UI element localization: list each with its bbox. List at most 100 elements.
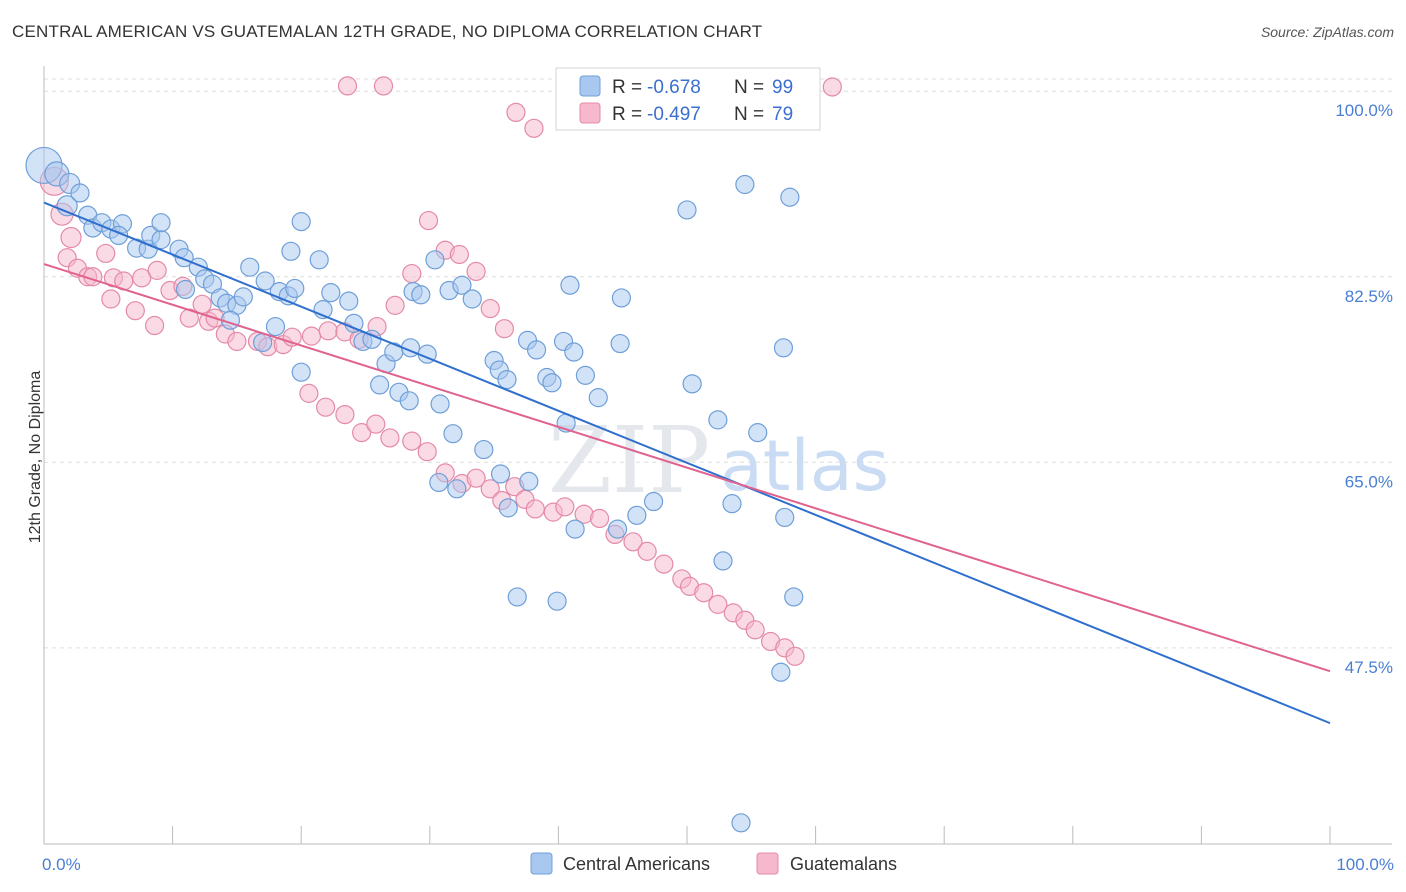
y-tick-label: 65.0% (1345, 472, 1393, 491)
point-pink (366, 414, 386, 434)
point-blue (784, 587, 804, 607)
series-label-guatemalans: Guatemalans (790, 854, 897, 874)
point-pink (144, 315, 165, 336)
point-blue (722, 494, 742, 514)
x-tick-label-right: 100.0% (1336, 855, 1394, 874)
point-blue (735, 174, 755, 195)
point-blue (498, 498, 518, 518)
point-blue (429, 472, 449, 493)
point-blue (713, 551, 733, 571)
point-pink (822, 77, 842, 97)
point-blue (474, 439, 494, 460)
point-pink (623, 532, 643, 552)
point-blue (748, 423, 768, 443)
point-blue (240, 257, 260, 277)
point-blue (588, 388, 608, 408)
legend-r-value-blue: -0.678 (647, 77, 701, 98)
point-pink (694, 583, 714, 603)
point-blue (70, 183, 90, 203)
point-blue (682, 374, 702, 394)
point-pink (785, 646, 805, 666)
point-pink (227, 331, 247, 352)
point-pink (352, 423, 372, 443)
point-pink (417, 442, 437, 462)
point-pink (316, 397, 336, 417)
point-pink (524, 118, 544, 138)
point-blue (430, 394, 450, 414)
point-blue (462, 289, 482, 309)
y-tick-label: 47.5% (1345, 658, 1393, 677)
source-label: Source: ZipAtlas.com (1260, 24, 1394, 40)
x-tick-label-left: 0.0% (42, 855, 81, 874)
point-pink (745, 620, 765, 640)
point-pink (380, 428, 400, 448)
point-pink (335, 404, 355, 425)
point-blue (775, 507, 795, 528)
point-blue (677, 200, 697, 220)
point-blue (643, 491, 664, 512)
point-blue (610, 333, 630, 354)
legend-n-value-pink: 79 (772, 104, 793, 125)
legend-swatch-pink (579, 102, 601, 124)
point-blue (339, 291, 359, 311)
series-swatch-central-americans (530, 852, 553, 875)
point-blue (773, 338, 794, 358)
trend-lines (43, 201, 1331, 725)
chart-title: CENTRAL AMERICAN VS GUATEMALAN 12TH GRAD… (12, 22, 763, 41)
point-blue (399, 391, 419, 411)
point-pink (96, 243, 116, 264)
point-blue (411, 285, 431, 305)
trend-line-blue (43, 201, 1331, 725)
point-blue (627, 505, 647, 525)
y-axis-title: 12th Grade, No Diploma (27, 371, 44, 544)
point-pink (525, 499, 545, 519)
point-pink (506, 102, 526, 123)
point-blue (370, 375, 390, 395)
point-blue (519, 471, 539, 491)
point-pink (385, 295, 405, 315)
point-blue (151, 213, 171, 233)
point-pink (60, 226, 82, 249)
point-pink (132, 268, 152, 288)
point-pink (449, 244, 469, 265)
series-legend: Central Americans Guatemalans (530, 852, 897, 875)
point-pink (480, 298, 500, 319)
point-pink (192, 294, 212, 314)
y-tick-labels: 100.0% 82.5% 65.0% 47.5% (1335, 101, 1393, 677)
point-blue (321, 283, 341, 303)
point-blue (611, 288, 632, 308)
point-blue (542, 373, 562, 393)
point-blue (708, 410, 728, 430)
point-blue (526, 340, 547, 360)
point-blue (255, 271, 275, 291)
point-blue (281, 241, 301, 261)
series-swatch-guatemalans (756, 852, 779, 875)
legend-r-label-blue: R = (612, 77, 642, 98)
trend-line-pink (43, 263, 1331, 673)
point-pink (494, 319, 514, 339)
point-blue (291, 362, 311, 382)
data-points (25, 76, 842, 833)
point-pink (708, 594, 728, 614)
point-blue (452, 275, 472, 295)
point-pink (147, 260, 167, 280)
point-pink (466, 261, 486, 282)
point-pink (101, 289, 121, 309)
point-blue (565, 519, 585, 539)
point-pink (373, 76, 394, 96)
point-blue (175, 279, 196, 300)
point-blue (309, 250, 329, 270)
point-pink (337, 76, 358, 96)
point-blue (233, 287, 253, 307)
point-blue (560, 275, 580, 295)
point-blue (447, 479, 467, 499)
point-pink (637, 541, 657, 561)
point-blue (731, 813, 751, 833)
legend-n-label-blue: N = (734, 77, 764, 98)
point-pink (480, 479, 500, 499)
point-pink (466, 468, 486, 488)
point-blue (771, 662, 791, 682)
point-pink (654, 554, 674, 574)
point-blue (547, 591, 567, 611)
